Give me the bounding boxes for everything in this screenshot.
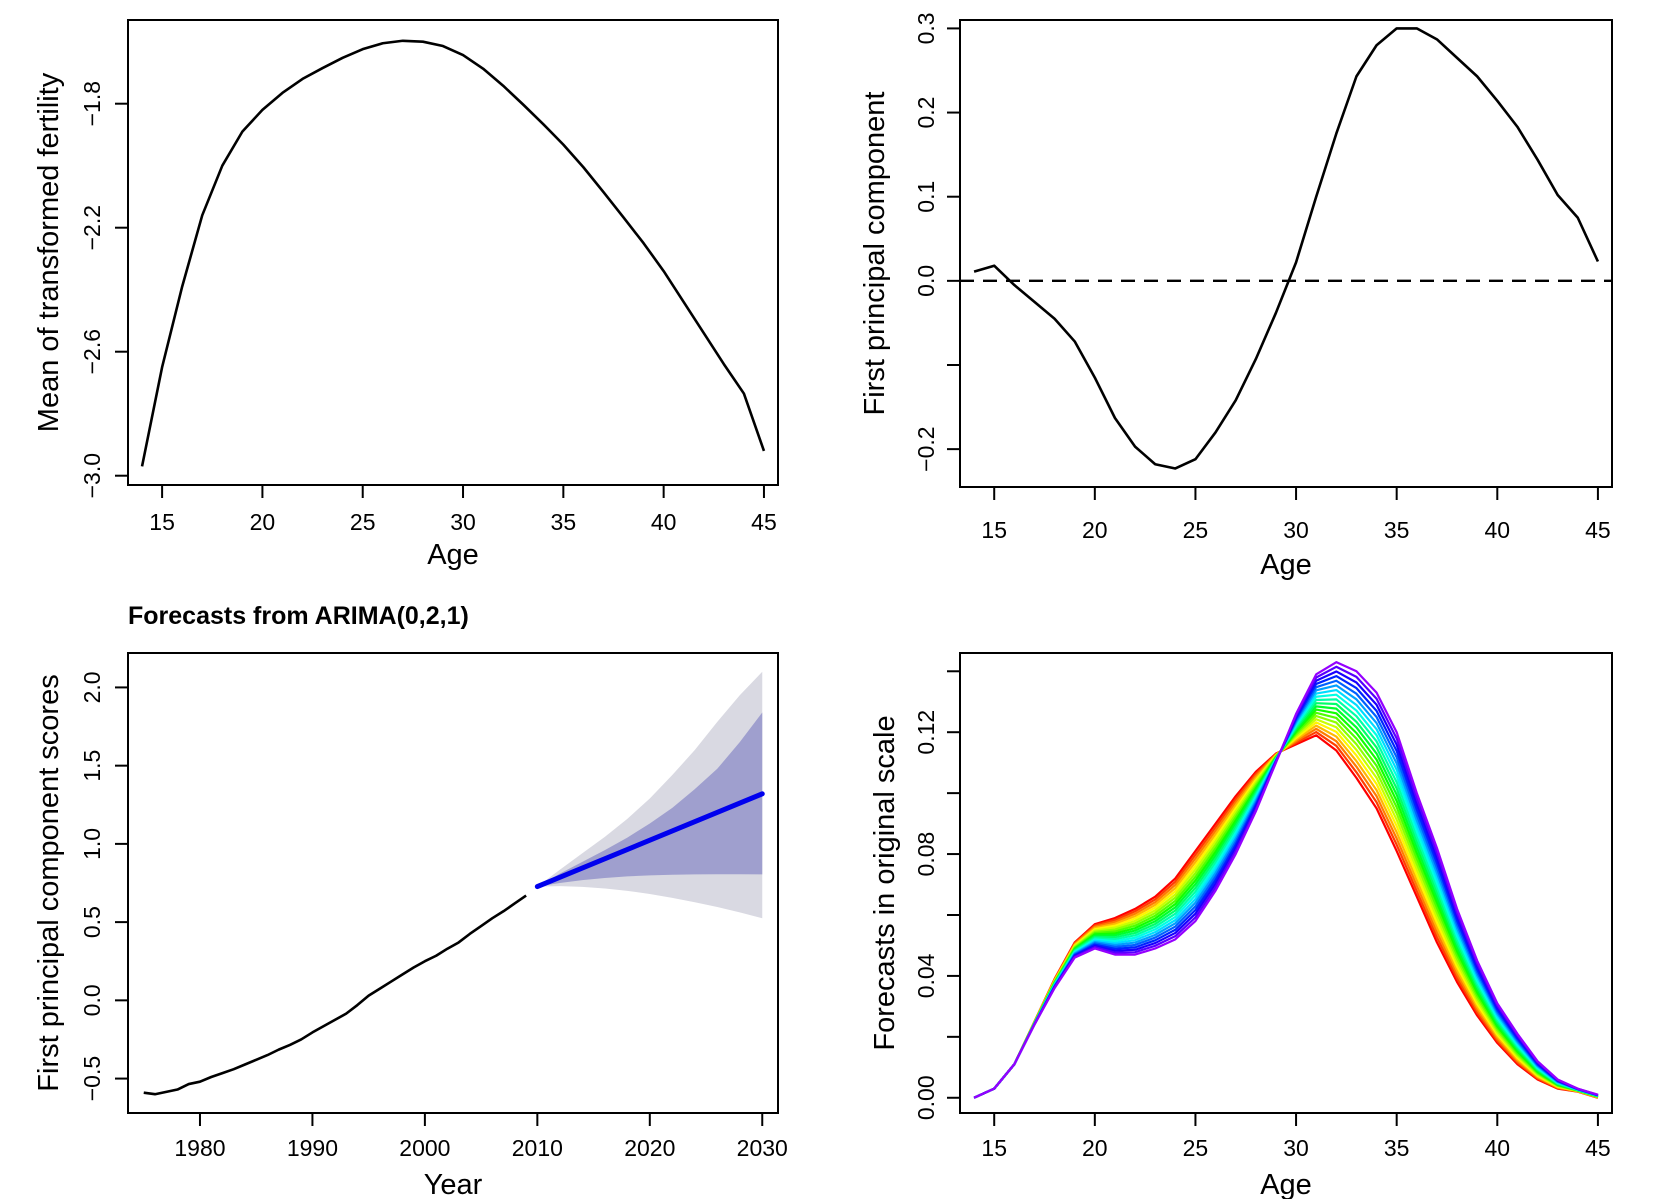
y-tick-label: 0.2 (913, 97, 939, 129)
plot-frame (959, 19, 1613, 488)
plot-frame (127, 652, 779, 1114)
y-axis-title: Mean of transformed fertility (33, 72, 65, 432)
x-tick-label: 2010 (512, 1135, 563, 1161)
x-tick-label: 15 (149, 509, 175, 535)
y-tick-label: −1.8 (79, 81, 105, 126)
panel-2-marks: 15 20 25 30 35 40 45 −0.2 0.0 0.1 0.2 0.3 Age First p… (859, 12, 1612, 581)
x-tick-label: 45 (751, 509, 777, 535)
y-tick-label: −0.2 (913, 426, 939, 471)
y-tick-label: 0.0 (913, 265, 939, 297)
historical-scores-line (143, 894, 527, 1096)
y-tick-label: 0.0 (79, 984, 105, 1016)
x-tick-label: 2030 (737, 1135, 788, 1161)
y-tick-label: −0.5 (79, 1056, 105, 1101)
plot-frame (959, 652, 1613, 1114)
y-tick-label: 0.08 (913, 832, 939, 877)
panel-4-marks: 15 20 25 30 35 40 45 0.00 0.04 0.08 0.12 Age Forecas… (869, 661, 1611, 1199)
x-tick-label: 15 (981, 517, 1007, 543)
x-tick-label: 20 (1082, 1135, 1108, 1161)
x-tick-label: 20 (1082, 517, 1108, 543)
x-tick-label: 15 (981, 1135, 1007, 1161)
forecast-curve-7 (973, 714, 1599, 1099)
x-tick-label: 25 (1183, 1135, 1209, 1161)
prediction-interval-80 (537, 712, 763, 887)
x-tick-label: 40 (1484, 517, 1510, 543)
y-tick-label: −2.6 (79, 329, 105, 374)
x-axis-title: Year (424, 1169, 483, 1199)
forecast-curve-20 (973, 661, 1599, 1099)
y-tick-label: 0.3 (913, 12, 939, 44)
x-tick-label: 20 (250, 509, 276, 535)
principal-component-line (973, 27, 1600, 470)
x-axis-title: Age (1260, 1169, 1312, 1199)
panel-3-marks: 1980 1990 2000 2010 2020 2030 −0.5 0.0 0.5 1.0 1.5… (33, 671, 788, 1199)
x-tick-label: 2000 (399, 1135, 450, 1161)
y-tick-label: 0.04 (913, 953, 939, 998)
x-tick-label: 30 (1283, 517, 1309, 543)
x-tick-label: 25 (350, 509, 376, 535)
y-tick-label: 0.1 (913, 181, 939, 213)
y-tick-label: 0.5 (79, 906, 105, 938)
x-tick-label: 2020 (624, 1135, 675, 1161)
panel-forecasts-original-scale: 15 20 25 30 35 40 45 0.00 0.04 0.08 0.12 Age Forecas… (869, 652, 1613, 1199)
x-tick-label: 30 (1283, 1135, 1309, 1161)
y-tick-label: 2.0 (79, 671, 105, 703)
y-tick-label: 1.5 (79, 750, 105, 782)
y-tick-label: 1.0 (79, 828, 105, 860)
panel-1-marks: 15 20 25 30 35 40 45 −3.0 −2.6 −2.2 −1.8 Age Mean of… (33, 39, 777, 571)
y-axis-title: Forecasts in original scale (869, 715, 901, 1050)
y-tick-label: 0.00 (913, 1075, 939, 1120)
x-axis-title: Age (1260, 549, 1312, 581)
y-tick-label: −3.0 (79, 453, 105, 498)
panel-first-principal-component: 15 20 25 30 35 40 45 −0.2 0.0 0.1 0.2 0.3 Age First p… (859, 12, 1613, 581)
y-tick-label: −2.2 (79, 205, 105, 250)
chart-title: Forecasts from ARIMA(0,2,1) (128, 602, 469, 630)
x-tick-label: 1990 (287, 1135, 338, 1161)
plot-frame (127, 19, 779, 486)
mean-fertility-line (140, 39, 766, 467)
x-tick-label: 40 (651, 509, 677, 535)
y-tick-label: 0.12 (913, 710, 939, 755)
x-tick-label: 35 (1384, 1135, 1410, 1161)
forecast-mean-line (534, 791, 765, 890)
panel-arima-forecast: Forecasts from ARIMA(0,2,1) 1980 1990 2000… (33, 602, 788, 1199)
panel-mean-transformed-fertility: 15 20 25 30 35 40 45 −3.0 −2.6 −2.2 −1.8 Age Mean of… (33, 19, 779, 571)
y-axis-title: First principal component scores (33, 674, 65, 1091)
x-tick-label: 45 (1585, 1135, 1611, 1161)
forecast-curve-6 (973, 718, 1599, 1099)
x-tick-label: 45 (1585, 517, 1611, 543)
x-tick-label: 35 (1384, 517, 1410, 543)
x-tick-label: 35 (551, 509, 577, 535)
x-tick-label: 40 (1484, 1135, 1510, 1161)
x-tick-label: 1980 (174, 1135, 225, 1161)
x-axis-title: Age (427, 539, 479, 571)
x-tick-label: 30 (450, 509, 476, 535)
x-tick-label: 25 (1183, 517, 1209, 543)
y-axis-title: First principal component (859, 92, 891, 416)
